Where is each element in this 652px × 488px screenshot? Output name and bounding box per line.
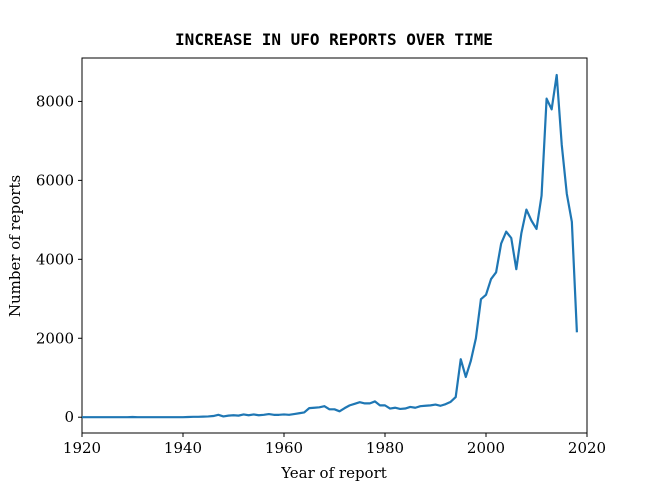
y-tick-label: 0	[64, 408, 74, 426]
y-tick-label: 4000	[36, 250, 74, 268]
plot-frame	[81, 57, 588, 434]
chart-title: INCREASE IN UFO REPORTS OVER TIME	[175, 30, 493, 49]
x-tick-label: 1920	[63, 439, 101, 457]
data-line	[82, 73, 578, 419]
x-tick-label: 2020	[568, 439, 606, 457]
y-tick-label: 2000	[36, 329, 74, 347]
x-axis-label: Year of report	[280, 464, 387, 482]
x-tick-label: 1980	[366, 439, 404, 457]
x-tick-label: 1960	[265, 439, 303, 457]
x-tick-label: 1940	[164, 439, 202, 457]
x-tick-label: 2000	[467, 439, 505, 457]
y-axis-label: Number of reports	[6, 175, 24, 317]
y-tick-label: 8000	[36, 92, 74, 110]
y-tick-label: 6000	[36, 171, 74, 189]
